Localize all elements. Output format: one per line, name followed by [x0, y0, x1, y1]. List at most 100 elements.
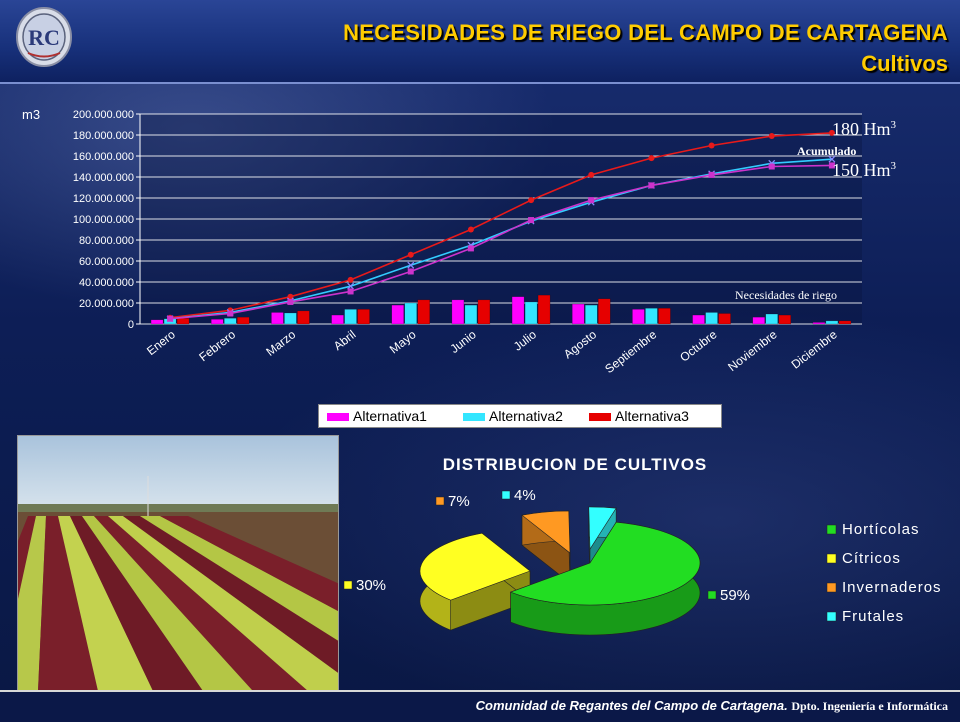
x-tick-label: Agosto [561, 327, 599, 361]
annotation-necesidades: Necesidades de riego [735, 288, 837, 302]
logo-text: RC [28, 25, 60, 50]
y-axis-unit: m3 [22, 107, 41, 122]
pie-value-label: 7% [448, 493, 470, 510]
bar-alternativa3 [598, 298, 611, 325]
cumulative-point [227, 310, 234, 317]
bar-alternativa1 [211, 319, 224, 325]
pie-legend-label: Cítricos [842, 550, 901, 567]
bar-alternativa1 [391, 304, 404, 325]
y-tick-label: 180.000.000 [73, 130, 134, 142]
cumulative-point [528, 197, 535, 204]
bar-alternativa3 [417, 299, 430, 325]
y-tick-label: 0 [128, 319, 134, 331]
cumulative-line [170, 164, 832, 320]
cumulative-point [407, 261, 415, 269]
pie-value-swatch [501, 490, 511, 500]
x-tick-label: Julio [511, 327, 539, 353]
cumulative-point [407, 251, 414, 258]
bar-alternativa2 [404, 302, 417, 325]
bar-alternativa1 [632, 309, 645, 325]
cumulative-point [768, 163, 775, 170]
pie-legend-swatch [826, 582, 837, 593]
cumulative-point [287, 293, 294, 300]
y-tick-label: 160.000.000 [73, 151, 134, 163]
pie-legend-swatch [826, 553, 837, 564]
cumulative-point [828, 129, 835, 136]
cumulative-point [768, 133, 775, 140]
bar-alternativa3 [297, 310, 310, 325]
annotation-superscript: 3 [891, 119, 897, 131]
cumulative-point [347, 288, 354, 295]
x-tick-label: Abril [331, 327, 359, 353]
crop-distribution-panel: DISTRIBUCION DE CULTIVOS 59% 30% 7% 4% Hortíc… [340, 440, 950, 688]
pie-value-label: 30% [356, 577, 386, 594]
bar-alternativa2 [224, 317, 237, 325]
legend-label-alternativa1: Alternativa1 [353, 408, 427, 424]
cumulative-point [828, 162, 835, 169]
bar-alternativa1 [692, 314, 705, 325]
bar-alternativa1 [752, 316, 765, 325]
bar-alternativa3 [537, 294, 551, 325]
bar-alternativa2 [645, 308, 658, 325]
y-tick-label: 140.000.000 [73, 172, 134, 184]
pie-value-swatch [435, 496, 445, 506]
annotation-150hm: 150 Hm3 [832, 160, 897, 180]
bar-alternativa2 [464, 304, 478, 325]
cumulative-point [648, 155, 655, 162]
pie-legend-label: Hortícolas [842, 521, 920, 538]
footer-bar: Comunidad de Regantes del Campo de Carta… [0, 690, 960, 722]
cumulative-point [588, 171, 595, 178]
header-band [0, 0, 960, 84]
bar-alternativa2 [284, 312, 297, 325]
y-tick-label: 40.000.000 [79, 277, 134, 289]
cumulative-point [467, 245, 474, 252]
x-tick-label: Enero [144, 327, 178, 358]
legend-item-alternativa3: Alternativa3 [589, 408, 689, 424]
bar-alternativa3 [477, 299, 491, 325]
legend-item-alternativa2: Alternativa2 [463, 408, 563, 424]
legend-item-alternativa1: Alternativa1 [327, 408, 427, 424]
pie-legend-swatch [826, 611, 837, 622]
logo-icon: RC [16, 7, 72, 67]
y-tick-label: 60.000.000 [79, 256, 134, 268]
x-tick-label: Febrero [196, 327, 238, 364]
bar-alternativa1 [150, 319, 164, 325]
cumulative-point [347, 276, 354, 283]
pie-slice-1 [419, 532, 531, 601]
cumulative-line [169, 132, 832, 319]
legend-swatch-alternativa2 [463, 413, 485, 422]
pie-legend-label: Invernaderos [842, 579, 942, 596]
footer-dept: Dpto. Ingeniería e Informática [791, 699, 948, 713]
bar-alternativa1 [511, 296, 525, 325]
x-tick-label: Octubre [677, 327, 720, 365]
pie-slice-2 [521, 510, 571, 554]
irrigation-chart: 0 20.000.000 40.000.000 60.000.000 80.000.00… [73, 109, 897, 376]
y-tick-label: 80.000.000 [79, 235, 134, 247]
cumulative-point [287, 298, 294, 305]
legend-label-alternativa2: Alternativa2 [489, 408, 563, 424]
pie-legend-swatch [826, 524, 837, 535]
x-tick-label: Noviembre [725, 327, 780, 374]
pie-value-swatch [343, 580, 353, 590]
bar-alternativa1 [451, 299, 465, 325]
bar-alternativa2 [344, 309, 357, 325]
cumulative-point [708, 171, 715, 178]
cumulative-point [167, 315, 174, 322]
cumulative-point [708, 142, 715, 149]
pie-title: DISTRIBUCION DE CULTIVOS [443, 455, 708, 474]
pie-legend-label: Frutales [842, 608, 904, 625]
cumulative-point [648, 182, 655, 189]
cumulative-line [170, 158, 832, 320]
bar-alternativa1 [572, 303, 585, 325]
cumulative-point [588, 197, 595, 204]
y-tick-label: 100.000.000 [73, 214, 134, 226]
annotation-acumulado: Acumulado [797, 144, 856, 158]
pie-slice-3 [588, 506, 617, 550]
legend-swatch-alternativa3 [589, 413, 611, 422]
bar-alternativa1 [812, 322, 826, 325]
bar-legend: Alternativa1 Alternativa2 Alternativa3 [318, 404, 722, 428]
pie-value-label: 59% [720, 587, 750, 604]
bar-alternativa3 [237, 316, 250, 325]
bar-alternativa1 [271, 312, 284, 325]
cumulative-point [347, 282, 355, 290]
